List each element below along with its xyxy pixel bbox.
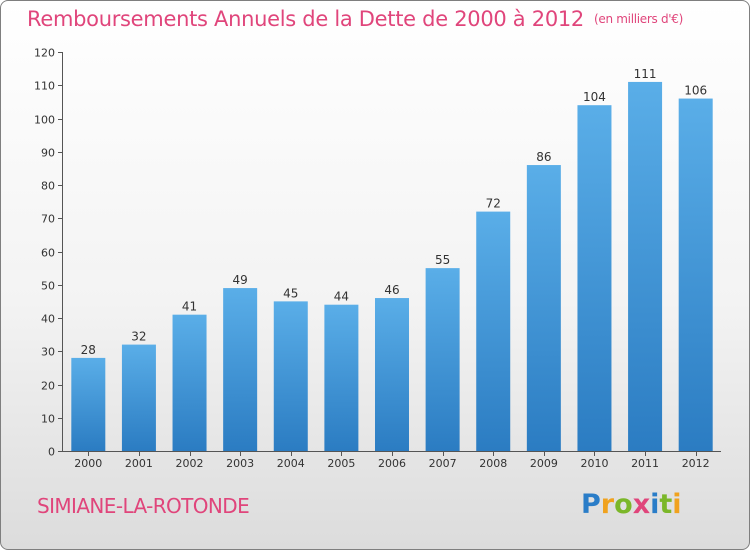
- data-label-2001: 32: [131, 330, 146, 344]
- data-label-2002: 41: [182, 300, 197, 314]
- y-tick-label: 40: [41, 313, 55, 326]
- y-tick-label: 80: [41, 180, 55, 193]
- x-tick-label: 2002: [176, 457, 204, 470]
- y-tick-label: 10: [41, 413, 55, 426]
- bar-2004: [273, 301, 308, 451]
- y-tick-label: 50: [41, 280, 55, 293]
- bar-2011: [628, 81, 663, 452]
- x-tick-label: 2000: [74, 457, 102, 470]
- y-tick-label: 90: [41, 147, 55, 160]
- x-tick-label: 2007: [429, 457, 457, 470]
- bar-2002: [172, 314, 207, 451]
- data-labels: 28 32 41 49 45 44 46 55 72 86 104 111 106: [81, 67, 707, 357]
- x-tick-label: 2010: [580, 457, 608, 470]
- y-tick-label: 70: [41, 213, 55, 226]
- data-label-2012: 106: [684, 84, 707, 98]
- bar-2007: [425, 268, 460, 451]
- data-label-2003: 49: [233, 273, 248, 287]
- y-tick-label: 100: [34, 114, 55, 127]
- y-tick-label: 120: [34, 47, 55, 60]
- data-label-2009: 86: [536, 150, 551, 164]
- data-label-2011: 111: [634, 67, 657, 81]
- bar-2008: [476, 211, 511, 451]
- commune-name: SIMIANE-LA-ROTONDE: [37, 494, 250, 518]
- y-tick-label: 20: [41, 380, 55, 393]
- proxiti-logo: Proxiti: [581, 489, 682, 520]
- bar-2000: [71, 357, 106, 451]
- chart-title-text: Remboursements Annuels de la Dette de 20…: [27, 7, 584, 31]
- x-tick-label: 2012: [682, 457, 710, 470]
- axes: 0 10 20 30 40 50 60 70 80 90 100 110 120 2000 2001 2002…: [34, 47, 721, 470]
- bar-2012: [678, 98, 713, 452]
- chart-unit: (en milliers d'€): [594, 12, 684, 26]
- data-label-2000: 28: [81, 343, 96, 357]
- data-label-2010: 104: [583, 90, 606, 104]
- data-label-2005: 44: [334, 290, 349, 304]
- bar-2001: [121, 344, 156, 451]
- x-tick-label: 2005: [327, 457, 355, 470]
- y-tick-label: 30: [41, 346, 55, 359]
- x-tick-label: 2011: [631, 457, 659, 470]
- y-tick-label: 60: [41, 247, 55, 260]
- x-tick-label: 2001: [125, 457, 153, 470]
- bar-2006: [375, 298, 409, 451]
- bar-2003: [223, 288, 258, 451]
- x-tick-label: 2004: [277, 457, 305, 470]
- bars: [71, 81, 713, 452]
- y-tick-label: 110: [34, 80, 55, 93]
- y-tick-label: 0: [48, 446, 55, 459]
- x-tick-label: 2003: [226, 457, 254, 470]
- bar-2005: [324, 304, 359, 451]
- data-label-2007: 55: [435, 253, 450, 267]
- x-tick-label: 2008: [479, 457, 507, 470]
- data-label-2006: 46: [384, 283, 399, 297]
- bar-2010: [577, 105, 612, 451]
- bar-2009: [526, 165, 561, 452]
- data-label-2004: 45: [283, 286, 298, 300]
- x-tick-label: 2009: [530, 457, 558, 470]
- x-tick-label: 2006: [378, 457, 406, 470]
- data-label-2008: 72: [486, 197, 501, 211]
- chart-title: Remboursements Annuels de la Dette de 20…: [27, 7, 683, 31]
